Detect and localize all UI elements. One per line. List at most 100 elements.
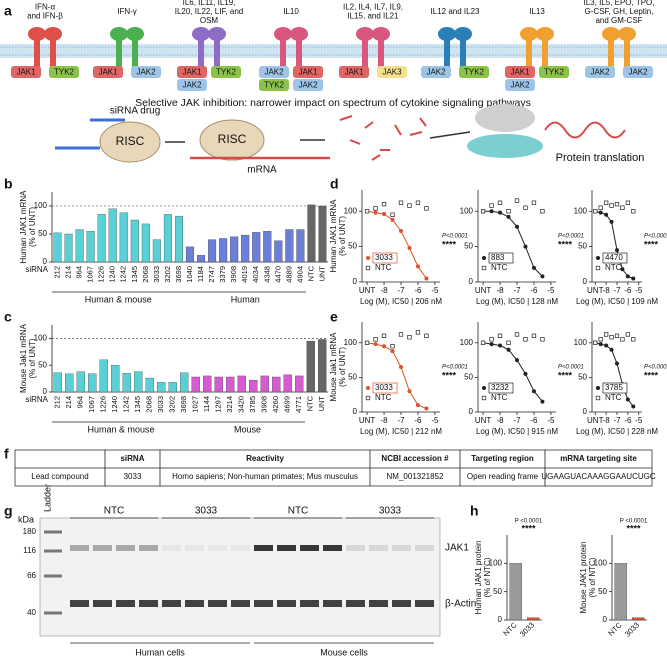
bar bbox=[141, 223, 150, 263]
annotation: **** bbox=[558, 239, 573, 249]
jak bbox=[259, 79, 289, 91]
x-tick-label: -5 bbox=[547, 416, 555, 425]
legend-label: NTC bbox=[375, 393, 392, 402]
x-tick-label: 3379 bbox=[218, 266, 227, 283]
bar bbox=[306, 340, 315, 393]
receptor-stem bbox=[608, 40, 614, 68]
label: RISC bbox=[218, 132, 247, 146]
jak-label: JAK2 bbox=[264, 68, 284, 77]
receptor-name: IFN-α bbox=[35, 3, 56, 12]
y-tick-label: 100 bbox=[574, 338, 588, 347]
legend-marker bbox=[365, 265, 371, 271]
receptor-stem bbox=[280, 40, 286, 68]
x-tick-label: -7 bbox=[513, 286, 521, 295]
x-tick-label: 4470 bbox=[273, 266, 282, 283]
bar bbox=[197, 255, 206, 263]
y-tick-label: 50 bbox=[493, 587, 502, 596]
point bbox=[540, 337, 545, 342]
x-tick-label: -6 bbox=[414, 416, 422, 425]
x-tick-label: -8 bbox=[603, 286, 611, 295]
lane-label: NTC bbox=[104, 506, 125, 517]
bar bbox=[631, 617, 645, 621]
x-axis-label: Log (M), IC50 | 212 nM bbox=[360, 427, 442, 436]
bar bbox=[272, 376, 281, 393]
receptor-stem bbox=[132, 40, 138, 68]
receptor bbox=[110, 27, 128, 41]
annotation: **** bbox=[644, 370, 659, 380]
actin-band bbox=[208, 600, 227, 607]
receptor bbox=[192, 27, 210, 41]
x-tick-label: 1040 bbox=[185, 266, 194, 283]
annotation: P<0.0001 bbox=[442, 365, 468, 371]
membrane bbox=[0, 44, 667, 58]
panel-label: h bbox=[470, 503, 479, 519]
receptor bbox=[618, 27, 636, 41]
legend-label: 4470 bbox=[605, 253, 623, 262]
x-tick-label: -6 bbox=[624, 286, 632, 295]
receptor-stem bbox=[362, 40, 368, 68]
actin-band bbox=[185, 600, 204, 607]
bar bbox=[97, 214, 106, 263]
ladder-band bbox=[44, 611, 62, 615]
jak bbox=[259, 66, 289, 78]
x-tick-label: 1226 bbox=[97, 266, 106, 283]
point bbox=[604, 343, 609, 348]
bar bbox=[134, 371, 143, 393]
point bbox=[604, 212, 609, 217]
receptor-stem bbox=[34, 40, 40, 68]
x-tick-label: 1297 bbox=[214, 396, 223, 413]
x-tick-label: 1240 bbox=[110, 396, 119, 413]
bar bbox=[208, 239, 217, 263]
x-tick-label: -7 bbox=[397, 286, 405, 295]
point bbox=[603, 200, 609, 205]
x-tick-label: 212 bbox=[53, 396, 62, 409]
legend-label: 3232 bbox=[491, 383, 509, 392]
y-tick-label: 100 bbox=[594, 558, 608, 567]
point bbox=[407, 203, 412, 208]
jak bbox=[131, 66, 161, 78]
point bbox=[615, 248, 619, 253]
x-axis-label: Log (M), IC50 | 206 nM bbox=[360, 297, 442, 306]
x-tick-label: 1226 bbox=[99, 396, 108, 413]
point bbox=[631, 209, 636, 214]
receptor bbox=[454, 27, 472, 41]
jak-label: JAK2 bbox=[510, 81, 530, 90]
x-tick-label: 3908 bbox=[260, 396, 269, 413]
bar bbox=[614, 563, 628, 621]
gel-ladder: Ladder bbox=[42, 484, 52, 512]
point bbox=[614, 202, 620, 207]
point bbox=[390, 217, 395, 222]
legend-label: NTC bbox=[605, 393, 622, 402]
point bbox=[390, 344, 395, 349]
panel-label: e bbox=[330, 309, 338, 325]
annotation: **** bbox=[644, 239, 659, 249]
x-tick-label: -8 bbox=[603, 416, 611, 425]
legend-box bbox=[488, 252, 514, 264]
panel-label: c bbox=[4, 309, 12, 325]
panel-label: d bbox=[330, 176, 339, 192]
y-tick-label: 50 bbox=[38, 229, 47, 238]
group-label: Human & mouse bbox=[87, 424, 154, 434]
lane-label: 3033 bbox=[379, 506, 402, 517]
panel-label: g bbox=[4, 503, 13, 519]
jak1-band bbox=[254, 545, 273, 551]
x-axis-label: siRNA bbox=[25, 265, 48, 274]
y-tick-label: 0 bbox=[583, 277, 588, 286]
jak bbox=[421, 66, 451, 78]
point bbox=[381, 202, 387, 207]
x-tick-label: 3698 bbox=[174, 266, 183, 283]
y-axis-label: Human JAK1 protein bbox=[474, 541, 483, 615]
point bbox=[614, 333, 620, 338]
x-tick-label: -7 bbox=[613, 416, 621, 425]
y-axis-label: (% of NTC) bbox=[483, 557, 492, 597]
lane-label: 3033 bbox=[195, 506, 218, 517]
group-label: Mouse bbox=[234, 424, 261, 434]
receptor bbox=[356, 27, 374, 41]
x-tick-label: 4019 bbox=[240, 266, 249, 283]
receptor bbox=[208, 27, 226, 41]
x-tick-label: -5 bbox=[635, 416, 643, 425]
bar bbox=[307, 204, 316, 263]
jak1-band bbox=[323, 545, 342, 551]
point bbox=[506, 340, 511, 345]
jak1-band bbox=[185, 545, 204, 551]
